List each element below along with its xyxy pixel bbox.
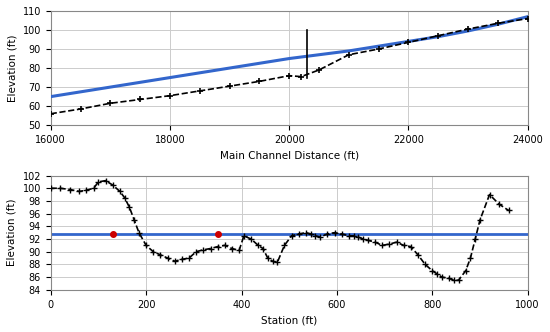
X-axis label: Station (ft): Station (ft) xyxy=(261,315,317,325)
X-axis label: Main Channel Distance (ft): Main Channel Distance (ft) xyxy=(219,150,359,160)
Y-axis label: Elevation (ft): Elevation (ft) xyxy=(7,199,17,266)
Y-axis label: Elevation (ft): Elevation (ft) xyxy=(7,34,17,102)
